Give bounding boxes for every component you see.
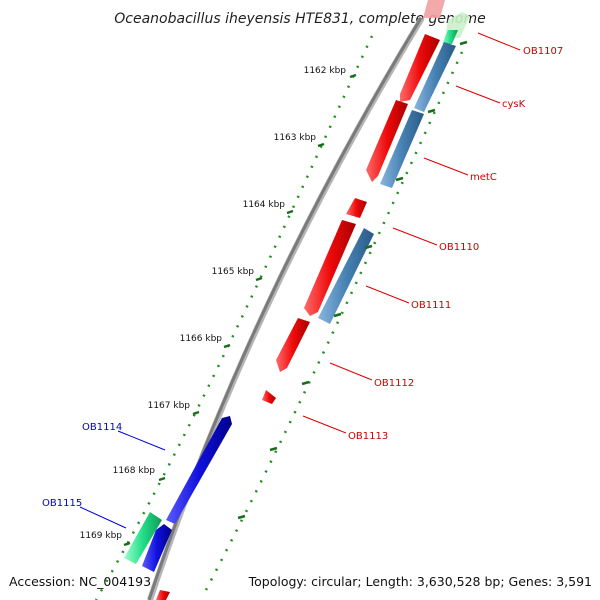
- gene-label-OB1107[interactable]: OB1107: [523, 46, 563, 57]
- tick-track-outer: [204, 51, 464, 591]
- label-leader: [79, 506, 127, 529]
- gene-arrow-red[interactable]: [304, 220, 356, 316]
- gene-arrow-steelblue[interactable]: [318, 228, 374, 324]
- label-leader: [392, 227, 438, 246]
- accession-text: Accession: NC_004193: [9, 574, 151, 589]
- label-leader: [302, 415, 347, 434]
- ruler-tick: [333, 312, 342, 318]
- gene-arrow-blue[interactable]: [166, 416, 232, 524]
- gene-arrow-faded[interactable]: [423, 0, 445, 18]
- gene-arrow-steelblue[interactable]: [380, 110, 424, 188]
- label-leader: [477, 32, 521, 51]
- gene-label-cysK[interactable]: cysK: [502, 99, 526, 110]
- ruler-tick: [301, 380, 310, 386]
- ruler-tick: [123, 541, 131, 547]
- ruler-tick: [427, 108, 436, 114]
- gene-arrow-red[interactable]: [346, 198, 367, 218]
- gene-arrow-blue[interactable]: [142, 524, 172, 572]
- label-leader: [423, 157, 469, 176]
- gene-arrow-steelblue[interactable]: [414, 42, 456, 112]
- ruler-label: 1166 kbp: [180, 334, 223, 344]
- ruler-label: 1163 kbp: [274, 133, 317, 143]
- gene-arrow-red[interactable]: [276, 318, 310, 372]
- ruler-label: 1167 kbp: [148, 401, 191, 411]
- ruler-label: 1168 kbp: [113, 466, 156, 476]
- ruler-tick: [459, 40, 468, 46]
- ruler-tick: [395, 176, 404, 182]
- map-title: Oceanobacillus iheyensis HTE831, complet…: [114, 11, 485, 27]
- ruler-label: 1169 kbp: [80, 531, 123, 541]
- gene-label-OB1114[interactable]: OB1114: [82, 422, 122, 433]
- ruler-tick: [223, 343, 231, 349]
- label-leader: [455, 85, 501, 104]
- gene-label-OB1113[interactable]: OB1113: [348, 431, 388, 442]
- gene-labels-left: OB1114 OB1115: [42, 422, 166, 529]
- gene-label-OB1112[interactable]: OB1112: [374, 378, 414, 389]
- gene-arrow-red[interactable]: [156, 590, 170, 600]
- genome-backbone-core: [147, 17, 423, 600]
- gene-arrow-red[interactable]: [366, 100, 408, 182]
- ruler-tick: [269, 446, 278, 452]
- ruler-tick: [364, 244, 373, 250]
- gene-arrow-red[interactable]: [400, 34, 440, 102]
- ruler-labels: 1162 kbp 1163 kbp 1164 kbp 1165 kbp 1166…: [80, 66, 347, 541]
- ruler-tick: [349, 73, 357, 79]
- ruler-tick: [255, 276, 263, 282]
- ruler-tick: [237, 514, 246, 520]
- gene-label-OB1115[interactable]: OB1115: [42, 498, 82, 509]
- ruler-tick: [317, 142, 325, 148]
- gene-arrow-green[interactable]: [124, 512, 162, 564]
- ruler-label: 1164 kbp: [243, 200, 286, 210]
- gene-features: [124, 0, 470, 600]
- gene-arrow-red[interactable]: [262, 390, 276, 404]
- ruler-label: 1162 kbp: [304, 66, 347, 76]
- gene-labels-right: OB1107 cysK metC OB1110 OB1111 OB1112 OB…: [302, 32, 563, 442]
- ruler-tick: [286, 209, 294, 215]
- label-leader: [329, 362, 373, 381]
- ruler-tick: [192, 410, 200, 416]
- gene-label-metC[interactable]: metC: [470, 172, 497, 183]
- genome-summary-text: Topology: circular; Length: 3,630,528 bp…: [248, 574, 592, 589]
- genome-backbone: [147, 16, 425, 600]
- gene-label-OB1110[interactable]: OB1110: [439, 242, 479, 253]
- gene-arrow-green[interactable]: [442, 30, 458, 44]
- ruler-major-ticks: [123, 40, 468, 547]
- ruler-tick: [158, 476, 166, 482]
- gene-label-OB1111[interactable]: OB1111: [411, 300, 451, 311]
- label-leader: [117, 430, 166, 451]
- label-leader: [365, 285, 410, 304]
- ruler-label: 1165 kbp: [212, 267, 255, 277]
